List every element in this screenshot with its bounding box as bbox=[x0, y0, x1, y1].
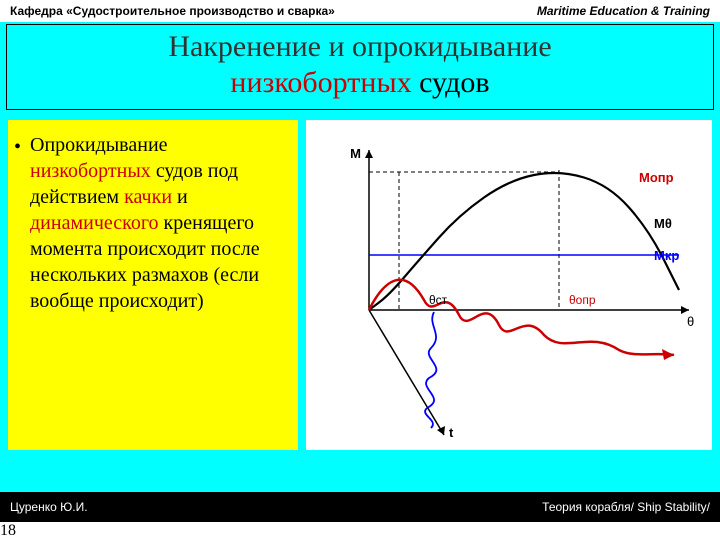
page-number: 18 bbox=[0, 522, 720, 540]
stability-diagram: Мθ t Мопр Мθ Мкр θст θопр bbox=[306, 120, 712, 450]
content-row: • Опрокидывание низкобортных судов под д… bbox=[0, 110, 720, 450]
svg-text:М: М bbox=[350, 146, 361, 161]
svg-text:Мθ: Мθ bbox=[654, 216, 672, 231]
footer-author: Цуренко Ю.И. bbox=[10, 500, 88, 514]
svg-text:Мопр: Мопр bbox=[639, 170, 674, 185]
bullet-panel: • Опрокидывание низкобортных судов под д… bbox=[8, 120, 298, 450]
slide-footer: Цуренко Ю.И. Теория корабля/ Ship Stabil… bbox=[0, 492, 720, 522]
slide: Кафедра «Судостроительное производство и… bbox=[0, 0, 720, 540]
svg-text:Мкр: Мкр bbox=[654, 248, 679, 263]
title-line1: Накренение и опрокидывание bbox=[15, 29, 705, 65]
svg-text:θст: θст bbox=[429, 293, 448, 307]
svg-text:t: t bbox=[449, 425, 454, 440]
header-left: Кафедра «Судостроительное производство и… bbox=[10, 4, 335, 18]
slide-body: Накренение и опрокидывание низкобортных … bbox=[0, 22, 720, 492]
title-line2-accent: низкобортных bbox=[230, 66, 411, 99]
slide-header: Кафедра «Судостроительное производство и… bbox=[0, 0, 720, 22]
footer-course: Теория корабля/ Ship Stability/ bbox=[542, 500, 710, 514]
diagram-panel: Мθ t Мопр Мθ Мкр θст θопр bbox=[306, 120, 712, 450]
header-right: Maritime Education & Training bbox=[537, 4, 710, 18]
slide-title: Накренение и опрокидывание низкобортных … bbox=[6, 24, 714, 110]
bullet-text: Опрокидывание низкобортных судов под дей… bbox=[30, 134, 260, 312]
title-line2-rest: судов bbox=[412, 66, 490, 99]
bullet-marker: • bbox=[14, 134, 21, 160]
title-line2: низкобортных судов bbox=[15, 65, 705, 101]
svg-text:θ: θ bbox=[687, 314, 694, 329]
svg-text:θопр: θопр bbox=[569, 293, 596, 307]
